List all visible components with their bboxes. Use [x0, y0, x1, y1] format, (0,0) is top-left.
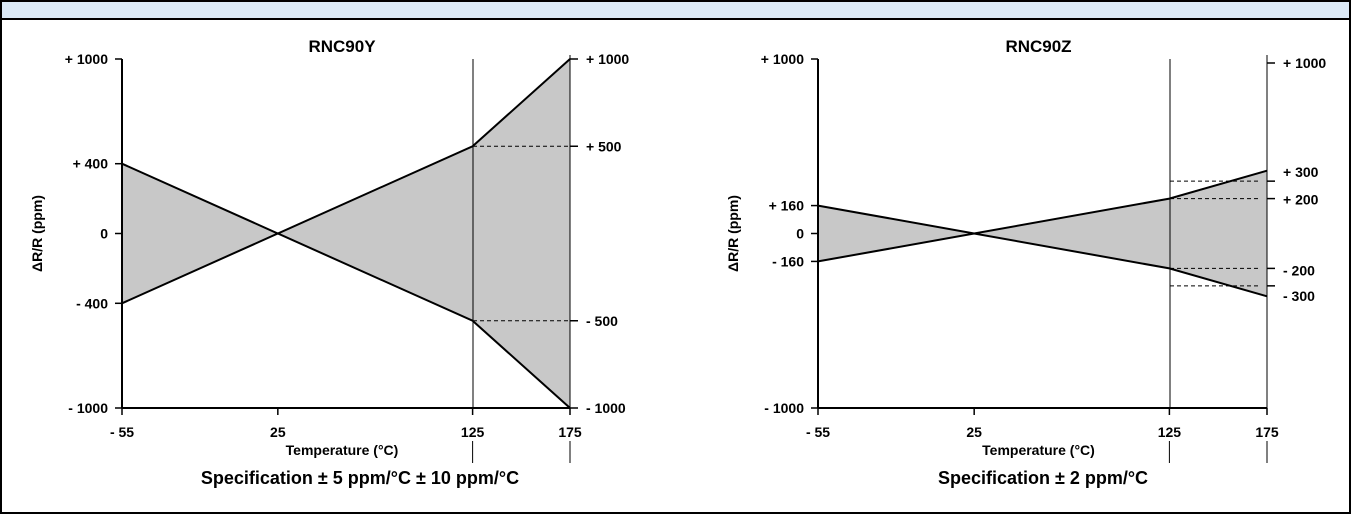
- y-tick-label-left: + 400: [73, 156, 109, 172]
- x-axis-label: Temperature (°C): [982, 442, 1095, 458]
- y-tick-label-left: + 1000: [761, 51, 804, 67]
- y-tick-label-left: - 1000: [764, 400, 804, 416]
- lower-limit-line: [121, 232, 571, 409]
- x-tick-label: 175: [1255, 424, 1279, 440]
- lower-limit-line: [817, 232, 1268, 298]
- upper-limit-line: [817, 169, 1268, 235]
- x-tick-label: 25: [270, 424, 286, 440]
- chart-title: RNC90Y: [308, 37, 376, 56]
- y-tick-label-right: + 500: [586, 138, 622, 154]
- chart-rnc90y: RNC90Y + 1000 + 400 0 - 400 - 1000 + 1000 + 500…: [29, 37, 629, 488]
- specification-text: Specification ± 5 ppm/°C ± 10 ppm/°C: [201, 468, 519, 488]
- chart-title: RNC90Z: [1005, 37, 1071, 56]
- x-tick-label: 125: [1158, 424, 1182, 440]
- x-tick-label: 25: [966, 424, 982, 440]
- specification-text: Specification ± 2 ppm/°C: [938, 468, 1148, 488]
- y-tick-label-left: - 400: [76, 295, 108, 311]
- y-tick-label-right: + 200: [1283, 192, 1319, 208]
- y-tick-label-right: + 1000: [586, 51, 629, 67]
- chart-rnc90z: RNC90Z + 1000 + 160 0 - 160 - 1000 + 1000 + 300…: [725, 37, 1326, 488]
- header-bar: [0, 0, 1351, 20]
- y-tick-label-left: + 160: [769, 198, 805, 214]
- upper-limit-line: [121, 58, 571, 235]
- y-tick-label-right: + 1000: [1283, 55, 1326, 71]
- x-tick-label: 175: [558, 424, 582, 440]
- y-axis-label: ΔR/R (ppm): [29, 195, 45, 272]
- y-tick-label-left: 0: [796, 226, 804, 242]
- y-tick-label-right: - 300: [1283, 288, 1315, 304]
- x-tick-label: 125: [461, 424, 485, 440]
- y-tick-label-right: - 500: [586, 313, 618, 329]
- y-tick-label-right: - 1000: [586, 400, 626, 416]
- y-tick-label-left: 0: [100, 226, 108, 242]
- y-tick-label-right: - 200: [1283, 262, 1315, 278]
- y-axis-label: ΔR/R (ppm): [725, 195, 741, 272]
- x-tick-label: - 55: [806, 424, 830, 440]
- x-axis-label: Temperature (°C): [286, 442, 399, 458]
- y-tick-label-left: - 160: [772, 253, 804, 269]
- y-tick-label-left: + 1000: [65, 51, 108, 67]
- x-tick-label: - 55: [110, 424, 134, 440]
- y-tick-label-right: + 300: [1283, 164, 1319, 180]
- tolerance-band: [122, 59, 570, 408]
- y-tick-label-left: - 1000: [68, 400, 108, 416]
